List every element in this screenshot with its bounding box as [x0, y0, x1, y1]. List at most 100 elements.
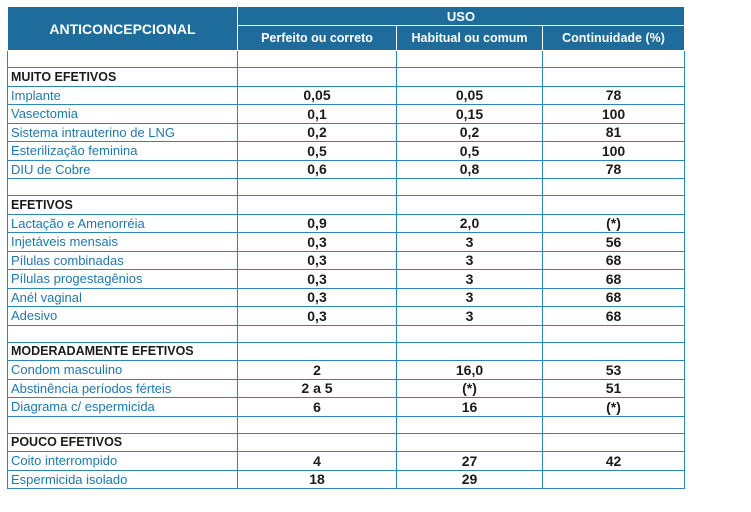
value-continuidade: 42 — [541, 451, 686, 471]
header-uso: USO — [236, 6, 686, 26]
value-habitual: 27 — [396, 451, 543, 471]
value-habitual: 0,15 — [396, 104, 543, 124]
method-name: Vasectomia — [7, 104, 238, 124]
spacer-cell — [237, 324, 397, 343]
value-perfeito: 6 — [237, 397, 397, 417]
empty-cell — [396, 195, 543, 215]
value-continuidade: 81 — [541, 122, 686, 142]
value-continuidade: (*) — [541, 213, 686, 233]
method-name: Anél vaginal — [7, 287, 238, 307]
table-row: Injetáveis mensais 0,3 3 56 — [7, 232, 686, 252]
method-name: Injetáveis mensais — [7, 232, 238, 252]
table-row: Lactação e Amenorréia 0,9 2,0 (*) — [7, 213, 686, 233]
spacer-cell — [237, 415, 397, 434]
spacer-cell — [541, 415, 686, 434]
value-habitual: (*) — [396, 378, 543, 398]
spacer-cell — [237, 50, 397, 68]
spacer-row — [7, 50, 686, 68]
value-habitual: 0,5 — [396, 141, 543, 161]
spacer-cell — [7, 178, 238, 196]
empty-cell — [237, 67, 397, 87]
value-continuidade: 51 — [541, 378, 686, 398]
table-row: Sistema intrauterino de LNG 0,2 0,2 81 — [7, 122, 686, 142]
spacer-cell — [396, 324, 543, 343]
empty-cell — [237, 195, 397, 215]
table-row: Esterilização feminina 0,5 0,5 100 — [7, 141, 686, 161]
value-perfeito: 18 — [237, 469, 397, 489]
spacer-cell — [396, 415, 543, 434]
table-row: Diagrama c/ espermicida 6 16 (*) — [7, 397, 686, 417]
value-perfeito: 4 — [237, 451, 397, 471]
method-name: Esterilização feminina — [7, 141, 238, 161]
empty-cell — [541, 195, 686, 215]
method-name: Condom masculino — [7, 360, 238, 380]
spacer-cell — [541, 324, 686, 343]
header-perfeito: Perfeito ou correto — [237, 25, 397, 51]
value-perfeito: 0,05 — [237, 85, 397, 105]
value-continuidade: 78 — [541, 159, 686, 179]
method-name: Coito interrompido — [7, 451, 238, 471]
method-name: Pílulas combinadas — [7, 250, 238, 270]
value-perfeito: 0,2 — [237, 122, 397, 142]
spacer-cell — [7, 324, 238, 343]
spacer-cell — [237, 178, 397, 196]
value-perfeito: 0,9 — [237, 213, 397, 233]
table-row: Anél vaginal 0,3 3 68 — [7, 287, 686, 307]
spacer-cell — [7, 50, 238, 68]
value-habitual: 29 — [396, 469, 543, 489]
section-row: MUITO EFETIVOS — [7, 67, 686, 87]
value-perfeito: 0,3 — [237, 232, 397, 252]
empty-cell — [237, 432, 397, 452]
contraceptive-effectiveness-table: ANTICONCEPCIONAL USO Perfeito ou correto… — [7, 6, 686, 489]
value-continuidade: 68 — [541, 250, 686, 270]
value-perfeito: 0,3 — [237, 269, 397, 289]
value-habitual: 2,0 — [396, 213, 543, 233]
value-continuidade: 68 — [541, 269, 686, 289]
table-row: Abstinência períodos férteis 2 a 5 (*) 51 — [7, 378, 686, 398]
method-name: Abstinência períodos férteis — [7, 378, 238, 398]
method-name: Implante — [7, 85, 238, 105]
method-name: Lactação e Amenorréia — [7, 213, 238, 233]
section-row: POUCO EFETIVOS — [7, 432, 686, 452]
value-continuidade: 68 — [541, 287, 686, 307]
value-continuidade: 100 — [541, 104, 686, 124]
table-row: Coito interrompido 4 27 42 — [7, 451, 686, 471]
section-title: POUCO EFETIVOS — [7, 432, 238, 452]
value-habitual: 0,05 — [396, 85, 543, 105]
empty-cell — [541, 67, 686, 87]
table-body: MUITO EFETIVOS Implante 0,05 0,05 78 Vasectom… — [7, 50, 686, 489]
value-continuidade: 56 — [541, 232, 686, 252]
value-habitual: 3 — [396, 250, 543, 270]
value-continuidade: 100 — [541, 141, 686, 161]
empty-cell — [541, 432, 686, 452]
spacer-cell — [396, 50, 543, 68]
table-row: Condom masculino 2 16,0 53 — [7, 360, 686, 380]
value-habitual: 16 — [396, 397, 543, 417]
value-habitual: 0,8 — [396, 159, 543, 179]
spacer-row — [7, 178, 686, 196]
section-row: EFETIVOS — [7, 195, 686, 215]
value-continuidade: 68 — [541, 306, 686, 326]
table-row: Pílulas progestagênios 0,3 3 68 — [7, 269, 686, 289]
section-row: MODERADAMENTE EFETIVOS — [7, 341, 686, 361]
table-row: Vasectomia 0,1 0,15 100 — [7, 104, 686, 124]
table-row: DIU de Cobre 0,6 0,8 78 — [7, 159, 686, 179]
section-title: MODERADAMENTE EFETIVOS — [7, 341, 238, 361]
empty-cell — [396, 432, 543, 452]
value-continuidade: (*) — [541, 397, 686, 417]
value-habitual: 0,2 — [396, 122, 543, 142]
contraceptive-effectiveness-table-wrapper: ANTICONCEPCIONAL USO Perfeito ou correto… — [7, 6, 686, 489]
section-title: MUITO EFETIVOS — [7, 67, 238, 87]
value-continuidade: 53 — [541, 360, 686, 380]
value-habitual: 3 — [396, 306, 543, 326]
spacer-row — [7, 324, 686, 343]
value-continuidade — [541, 469, 686, 489]
empty-cell — [237, 341, 397, 361]
spacer-cell — [7, 415, 238, 434]
method-name: Adesivo — [7, 306, 238, 326]
table-row: Implante 0,05 0,05 78 — [7, 85, 686, 105]
method-name: DIU de Cobre — [7, 159, 238, 179]
header-anticoncepcional: ANTICONCEPCIONAL — [7, 6, 238, 51]
section-title: EFETIVOS — [7, 195, 238, 215]
value-perfeito: 0,1 — [237, 104, 397, 124]
